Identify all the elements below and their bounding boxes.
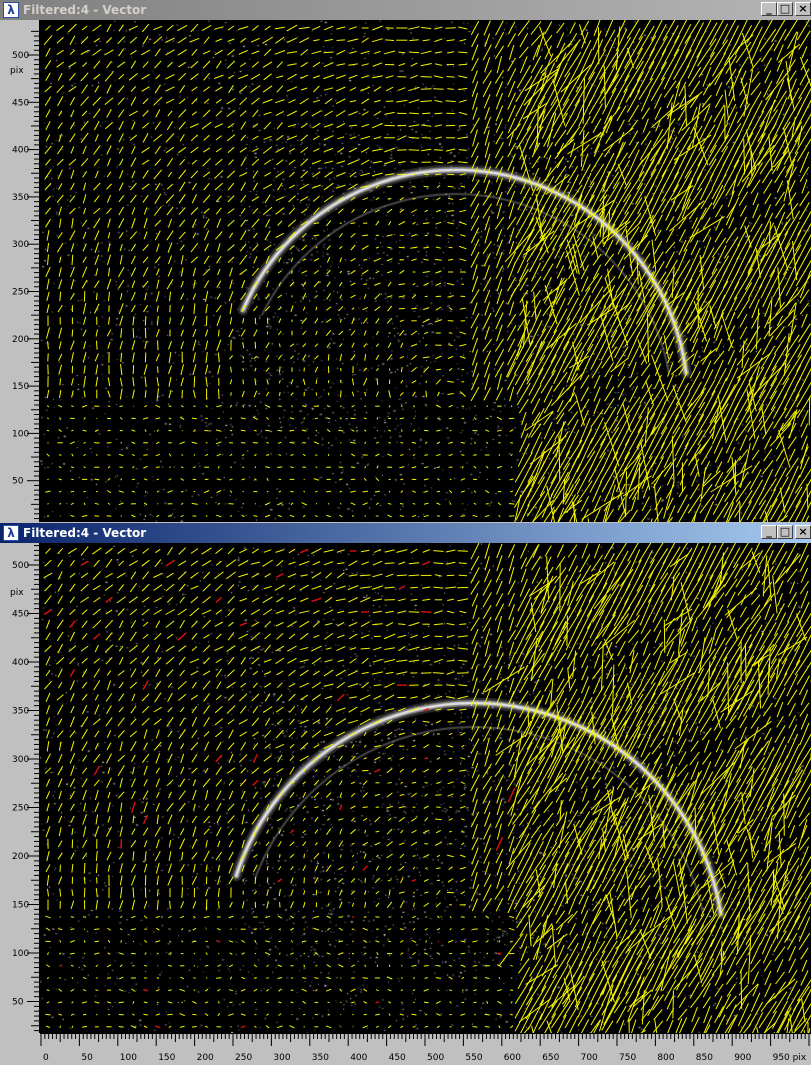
title-bar[interactable]: λ Filtered:4 - Vector _ □ × bbox=[0, 0, 811, 20]
y-tick-label: 150 bbox=[12, 382, 29, 392]
maximize-button[interactable]: □ bbox=[777, 2, 793, 16]
x-tick-label: 400 bbox=[350, 1053, 367, 1063]
y-tick-label: 350 bbox=[12, 707, 29, 717]
title-bar[interactable]: λ Filtered:4 - Vector _ □ × bbox=[0, 523, 811, 543]
x-tick-label: 100 bbox=[120, 1053, 137, 1063]
y-tick-label: 450 bbox=[12, 98, 29, 108]
x-tick-label: 350 bbox=[312, 1053, 329, 1063]
x-tick-label: 250 bbox=[235, 1053, 252, 1063]
y-tick-label: 100 bbox=[12, 429, 29, 439]
x-tick-label: 600 bbox=[504, 1053, 521, 1063]
close-button[interactable]: × bbox=[795, 525, 811, 539]
x-tick-label: 50 bbox=[81, 1053, 93, 1063]
vector-window-top[interactable]: λ Filtered:4 - Vector _ □ × pix 500 450 40… bbox=[0, 0, 811, 522]
vector-field-plot[interactable] bbox=[40, 543, 811, 1033]
y-tick-label: 250 bbox=[12, 804, 29, 814]
y-tick-label: 500 bbox=[12, 51, 29, 61]
y-tick-label: 50 bbox=[12, 477, 24, 487]
maximize-button[interactable]: □ bbox=[777, 525, 793, 539]
x-tick-label: 900 bbox=[734, 1053, 751, 1063]
y-tick-label: 150 bbox=[12, 901, 29, 911]
y-tick-label: 350 bbox=[12, 193, 29, 203]
y-tick-label: 200 bbox=[12, 852, 29, 862]
y-tick-label: 400 bbox=[12, 146, 29, 156]
vector-arrows bbox=[43, 20, 811, 522]
vector-overlay bbox=[43, 20, 811, 522]
x-tick-label: 950 pix bbox=[773, 1053, 807, 1063]
vector-field-plot[interactable] bbox=[40, 20, 811, 522]
y-tick-label: 300 bbox=[12, 755, 29, 765]
x-tick-label: 450 bbox=[389, 1053, 406, 1063]
minimize-button[interactable]: _ bbox=[761, 525, 777, 539]
y-tick-label: 250 bbox=[12, 288, 29, 298]
y-tick-label: 400 bbox=[12, 658, 29, 668]
y-axis-unit: pix bbox=[10, 66, 24, 76]
y-axis-unit: pix bbox=[10, 588, 24, 598]
x-tick-label: 200 bbox=[197, 1053, 214, 1063]
vector-arrows bbox=[43, 543, 811, 1033]
vector-overlay bbox=[43, 543, 811, 1033]
y-tick-label: 100 bbox=[12, 949, 29, 959]
window-title: Filtered:4 - Vector bbox=[23, 3, 147, 17]
vector-app-icon[interactable]: λ bbox=[3, 2, 19, 18]
x-tick-label: 300 bbox=[273, 1053, 290, 1063]
y-tick-label: 500 bbox=[12, 561, 29, 571]
x-tick-label: 550 bbox=[465, 1053, 482, 1063]
y-tick-label: 300 bbox=[12, 240, 29, 250]
x-ruler: 0 50 100 150 200 250 300 350 400 450 500 550 600 650 7… bbox=[0, 1033, 811, 1065]
x-tick-label: 800 bbox=[657, 1053, 674, 1063]
vector-app-icon[interactable]: λ bbox=[3, 525, 19, 541]
outlier-vector-arrows bbox=[43, 548, 516, 1029]
x-tick-label: 850 bbox=[696, 1053, 713, 1063]
vector-window-bottom[interactable]: λ Filtered:4 - Vector _ □ × pix 500 450 40… bbox=[0, 523, 811, 1065]
y-ruler-graphic: pix 500 450 400 350 300 250 200 150 100 50 bbox=[10, 20, 40, 522]
x-tick-label: 700 bbox=[581, 1053, 598, 1063]
y-tick-label: 50 bbox=[12, 998, 24, 1008]
close-button[interactable]: × bbox=[795, 2, 811, 16]
window-title: Filtered:4 - Vector bbox=[23, 526, 147, 540]
y-ruler: pix 500 450 400 350 300 250 200 150 100 50 bbox=[0, 20, 40, 522]
x-ruler-graphic: 0 50 100 150 200 250 300 350 400 450 500 550 600 650 7… bbox=[40, 1033, 811, 1063]
x-tick-label: 0 bbox=[43, 1053, 49, 1063]
x-tick-label: 650 bbox=[542, 1053, 559, 1063]
x-tick-label: 150 bbox=[158, 1053, 175, 1063]
minimize-button[interactable]: _ bbox=[761, 2, 777, 16]
y-tick-label: 450 bbox=[12, 610, 29, 620]
x-tick-label: 750 bbox=[619, 1053, 636, 1063]
y-tick-label: 200 bbox=[12, 335, 29, 345]
x-tick-label: 500 bbox=[427, 1053, 444, 1063]
